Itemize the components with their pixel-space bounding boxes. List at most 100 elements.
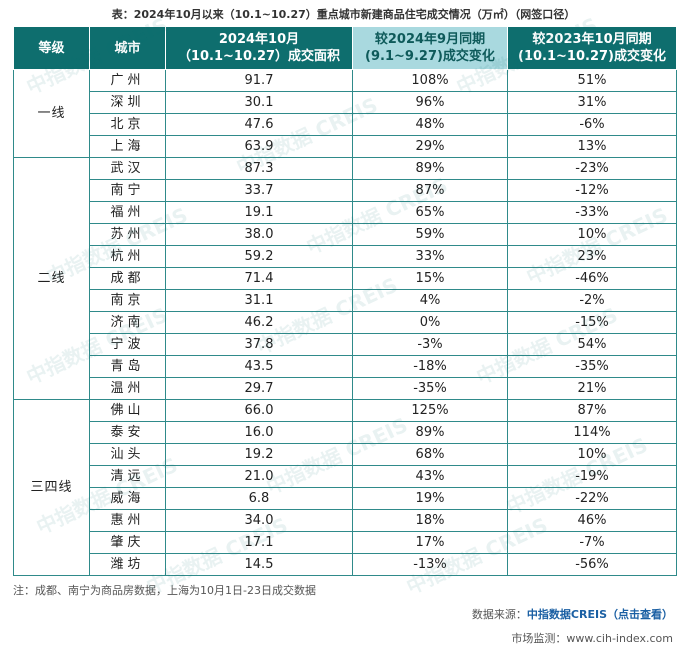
city-cell: 杭州 xyxy=(89,245,166,268)
table-row: 一线 广州 91.7 108% 51% xyxy=(13,69,677,158)
area-cell: 47.6 xyxy=(165,113,353,136)
area-cell: 91.7 xyxy=(165,69,353,92)
table-row: 潍坊 14.5 -13% -56% xyxy=(14,553,677,576)
city-cell: 广州 xyxy=(89,69,166,92)
yoy-change-cell: 46% xyxy=(507,509,677,532)
area-cell: 38.0 xyxy=(165,223,353,246)
yoy-change-cell: -56% xyxy=(507,553,677,576)
area-cell: 37.8 xyxy=(165,333,353,356)
header-yoy: 较2023年10月同期 (10.1~10.27)成交变化 xyxy=(507,26,677,70)
table-row: 三四线 佛山 66.0 125% 87% xyxy=(13,399,677,576)
area-cell: 66.0 xyxy=(165,399,353,422)
header-area-line2: （10.1~10.27）成交面积 xyxy=(177,49,341,64)
city-cell: 深圳 xyxy=(89,91,166,114)
yoy-change-cell: 13% xyxy=(507,135,677,158)
yoy-change-cell: 114% xyxy=(507,421,677,444)
city-cell: 上海 xyxy=(89,135,166,158)
city-cell: 肇庆 xyxy=(89,531,166,554)
yoy-change-cell: 87% xyxy=(507,399,677,422)
yoy-change-cell: 51% xyxy=(507,69,677,92)
mom-change-cell: 48% xyxy=(352,113,508,136)
table-row: 南宁 33.7 87% -12% xyxy=(14,179,677,202)
yoy-change-cell: -35% xyxy=(507,355,677,378)
mom-change-cell: 68% xyxy=(352,443,508,466)
mom-change-cell: 17% xyxy=(352,531,508,554)
yoy-change-cell: -6% xyxy=(507,113,677,136)
table-row: 福州 19.1 65% -33% xyxy=(14,201,677,224)
tier-cell: 二线 xyxy=(13,157,90,400)
area-cell: 87.3 xyxy=(165,157,353,180)
mom-change-cell: 89% xyxy=(352,157,508,180)
yoy-change-cell: 10% xyxy=(507,223,677,246)
yoy-change-cell: 10% xyxy=(507,443,677,466)
yoy-change-cell: -22% xyxy=(507,487,677,510)
table-body: 一线 广州 91.7 108% 51% 深圳 30.1 96% 31% 北京 47.6 48% -6% 上… xyxy=(13,69,677,576)
city-cell: 泰安 xyxy=(89,421,166,444)
city-cell: 佛山 xyxy=(89,399,166,422)
area-cell: 6.8 xyxy=(165,487,353,510)
table-row: 泰安 16.0 89% 114% xyxy=(14,421,677,444)
header-mom: 较2024年9月同期 (9.1~9.27)成交变化 xyxy=(352,26,508,70)
city-cell: 南宁 xyxy=(89,179,166,202)
yoy-change-cell: -33% xyxy=(507,201,677,224)
area-cell: 59.2 xyxy=(165,245,353,268)
city-cell: 北京 xyxy=(89,113,166,136)
yoy-change-cell: 23% xyxy=(507,245,677,268)
yoy-change-cell: -7% xyxy=(507,531,677,554)
market-monitor-link[interactable]: 市场监测：www.cih-index.com xyxy=(511,632,673,645)
tier-cell: 一线 xyxy=(13,69,90,158)
mom-change-cell: -13% xyxy=(352,553,508,576)
city-cell: 南京 xyxy=(89,289,166,312)
area-cell: 63.9 xyxy=(165,135,353,158)
mom-change-cell: 0% xyxy=(352,311,508,334)
table-row: 汕头 19.2 68% 10% xyxy=(14,443,677,466)
mom-change-cell: 33% xyxy=(352,245,508,268)
header-city: 城市 xyxy=(89,26,166,70)
table-row: 济南 46.2 0% -15% xyxy=(14,311,677,334)
table-row: 青岛 43.5 -18% -35% xyxy=(14,355,677,378)
mom-change-cell: -18% xyxy=(352,355,508,378)
mom-change-cell: 125% xyxy=(352,399,508,422)
table-row: 威海 6.8 19% -22% xyxy=(14,487,677,510)
mom-change-cell: 4% xyxy=(352,289,508,312)
city-cell: 济南 xyxy=(89,311,166,334)
table-row: 南京 31.1 4% -2% xyxy=(14,289,677,312)
table-row: 宁波 37.8 -3% 54% xyxy=(14,333,677,356)
mom-change-cell: 43% xyxy=(352,465,508,488)
table-row: 杭州 59.2 33% 23% xyxy=(14,245,677,268)
table-row: 苏州 38.0 59% 10% xyxy=(14,223,677,246)
area-cell: 19.1 xyxy=(165,201,353,224)
area-cell: 33.7 xyxy=(165,179,353,202)
housing-sales-table: 等级 城市 2024年10月 （10.1~10.27）成交面积 较2024年9月… xyxy=(13,26,677,576)
yoy-change-cell: -15% xyxy=(507,311,677,334)
mom-change-cell: 15% xyxy=(352,267,508,290)
table-row: 成都 71.4 15% -46% xyxy=(14,267,677,290)
mom-change-cell: 87% xyxy=(352,179,508,202)
area-cell: 30.1 xyxy=(165,91,353,114)
mom-change-cell: 18% xyxy=(352,509,508,532)
table-row: 肇庆 17.1 17% -7% xyxy=(14,531,677,554)
yoy-change-cell: 54% xyxy=(507,333,677,356)
area-cell: 19.2 xyxy=(165,443,353,466)
mom-change-cell: -35% xyxy=(352,377,508,400)
area-cell: 71.4 xyxy=(165,267,353,290)
header-mom-line2: (9.1~9.27)成交变化 xyxy=(365,49,495,64)
area-cell: 43.5 xyxy=(165,355,353,378)
area-cell: 29.7 xyxy=(165,377,353,400)
data-source-link[interactable]: 中指数据CREIS（点击查看） xyxy=(526,608,673,621)
city-cell: 武汉 xyxy=(89,157,166,180)
yoy-change-cell: 21% xyxy=(507,377,677,400)
area-cell: 34.0 xyxy=(165,509,353,532)
footnote: 注：成都、南宁为商品房数据，上海为10月1日-23日成交数据 xyxy=(13,584,316,597)
yoy-change-cell: -12% xyxy=(507,179,677,202)
yoy-change-cell: -46% xyxy=(507,267,677,290)
header-mom-line1: 较2024年9月同期 xyxy=(374,32,486,47)
header-yoy-line2: (10.1~10.27)成交变化 xyxy=(518,49,666,64)
table-row: 温州 29.7 -35% 21% xyxy=(14,377,677,400)
area-cell: 21.0 xyxy=(165,465,353,488)
mom-change-cell: 89% xyxy=(352,421,508,444)
table-row: 二线 武汉 87.3 89% -23% xyxy=(13,157,677,400)
city-cell: 青岛 xyxy=(89,355,166,378)
yoy-change-cell: -2% xyxy=(507,289,677,312)
mom-change-cell: 29% xyxy=(352,135,508,158)
